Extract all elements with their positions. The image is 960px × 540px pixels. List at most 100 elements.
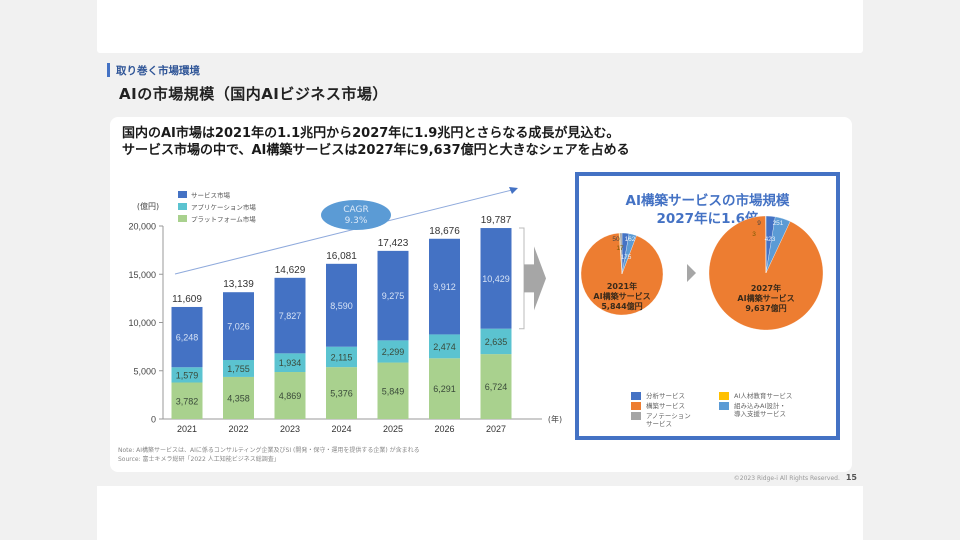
pie-slice-annotation-2021年 bbox=[619, 232, 623, 275]
bar-total-label: 11,609 bbox=[172, 294, 202, 305]
pie-slice-label: 17 bbox=[616, 245, 624, 252]
pie-legend-item-annotation: アノテーション サービス bbox=[631, 412, 691, 428]
cagr-bubble bbox=[321, 200, 391, 230]
y-axis-unit-label: (億円) bbox=[137, 201, 159, 211]
pie-legend-item-embedded: 組み込みAI設計・ 導入支援サービス bbox=[719, 402, 786, 418]
legend-swatch bbox=[719, 392, 729, 400]
bar-segment-service-2026 bbox=[429, 238, 460, 335]
bar-value-label-application: 2,635 bbox=[485, 337, 508, 347]
y-tick-label: 15,000 bbox=[128, 270, 156, 280]
bar-segment-service-2021 bbox=[171, 306, 203, 368]
legend-label: AI人材教育サービス bbox=[734, 392, 793, 400]
next-slide-panel bbox=[97, 486, 863, 540]
legend-swatch bbox=[719, 402, 729, 410]
note-text: Note: AI構築サービスは、AIに係るコンサルティング企業及びSI (開発・… bbox=[118, 447, 420, 454]
cagr-value: 9.3% bbox=[345, 216, 368, 226]
legend-swatch bbox=[631, 402, 641, 410]
section-label: 取り巻く市場環境 bbox=[116, 64, 200, 77]
legend-label-platform: プラットフォーム市場 bbox=[191, 215, 256, 224]
bar-segment-application-2022 bbox=[223, 360, 254, 377]
pie-slice-build-2021年 bbox=[580, 232, 664, 316]
bar-value-label-application: 2,474 bbox=[433, 342, 456, 352]
x-tick-label: 2025 bbox=[383, 424, 403, 434]
bar-value-label-application: 1,755 bbox=[227, 364, 250, 374]
bar-segment-application-2025 bbox=[377, 340, 409, 363]
bar-value-label-service: 7,026 bbox=[227, 322, 250, 332]
legend-label-service: サービス市場 bbox=[191, 191, 231, 200]
bar-value-label-platform: 6,291 bbox=[433, 384, 456, 394]
bar-segment-application-2023 bbox=[274, 353, 306, 373]
pie-slice-label: 162 bbox=[625, 236, 636, 243]
bar-segment-platform-2027 bbox=[480, 354, 512, 419]
x-axis-unit-label: (年) bbox=[548, 414, 562, 424]
legend-swatch bbox=[631, 412, 641, 420]
legend-swatch-application bbox=[178, 203, 187, 210]
panel-title-line-2: 2027年に1.6倍 bbox=[656, 211, 759, 227]
bar-value-label-service: 10,429 bbox=[482, 274, 510, 284]
pie-legend-item-education: AI人材教育サービス bbox=[719, 392, 792, 400]
x-tick-label: 2024 bbox=[331, 424, 351, 434]
pie-name-label: AI構築サービス bbox=[593, 291, 650, 301]
bar-segment-platform-2021 bbox=[171, 382, 203, 419]
y-tick-label: 20,000 bbox=[128, 222, 156, 232]
y-tick-label: 10,000 bbox=[128, 318, 156, 328]
arrow-head-icon bbox=[509, 187, 518, 194]
bar-value-label-service: 9,275 bbox=[382, 291, 405, 301]
bar-segment-platform-2025 bbox=[377, 362, 409, 419]
bar-segment-platform-2026 bbox=[429, 358, 460, 419]
pie-legend-item-build: 構築サービス bbox=[631, 402, 685, 410]
section-marker bbox=[107, 63, 110, 77]
legend-label-application: アプリケーション市場 bbox=[191, 203, 256, 212]
page-title: AIの市場規模（国内AIビジネス市場） bbox=[119, 85, 388, 103]
arrow-right-icon bbox=[524, 246, 546, 311]
headline-line-1: 国内のAI市場は2021年の1.1兆円から2027年に1.9兆円とさらなる成長が… bbox=[122, 126, 620, 141]
bar-value-label-platform: 4,358 bbox=[227, 393, 250, 403]
bar-value-label-service: 8,590 bbox=[330, 301, 353, 311]
bar-value-label-service: 7,827 bbox=[279, 311, 302, 321]
headline: 国内のAI市場は2021年の1.1兆円から2027年に1.9兆円とさらなる成長が… bbox=[122, 125, 630, 159]
pie-legend-item-analysis: 分析サービス bbox=[631, 392, 685, 400]
bar-value-label-service: 9,912 bbox=[433, 282, 456, 292]
headline-line-2: サービス市場の中で、AI構築サービスは2027年に9,637億円と大きなシェアを… bbox=[122, 143, 630, 158]
stacked-bar-chart: 0 5,000 10,000 15,000 20,000 (億円) (年) サービス市場アプリ… bbox=[128, 187, 562, 434]
cagr-label: CAGR bbox=[343, 205, 369, 215]
bar-segment-service-2023 bbox=[274, 277, 306, 354]
bar-segment-application-2021 bbox=[171, 367, 203, 383]
pie-slice-label: 50 bbox=[612, 236, 620, 243]
content-card: 国内のAI市場は2021年の1.1兆円から2027年に1.9兆円とさらなる成長が… bbox=[110, 117, 852, 472]
bar-total-label: 19,787 bbox=[481, 215, 512, 226]
y-tick-label: 0 bbox=[151, 415, 156, 425]
note-block: Note: AI構築サービスは、AIに係るコンサルティング企業及びSI (開発・… bbox=[118, 447, 420, 464]
pie-total-label: 9,637億円 bbox=[745, 303, 786, 313]
legend-label: アノテーション サービス bbox=[646, 412, 691, 428]
x-tick-label: 2023 bbox=[280, 424, 300, 434]
x-tick-label: 2021 bbox=[177, 424, 197, 434]
panel-title: AI構築サービスの市場規模 2027年に1.6倍 bbox=[579, 192, 836, 228]
section-tag: 取り巻く市場環境 bbox=[107, 63, 200, 77]
footer: ©2023 Ridge-i All Rights Reserved. 15 bbox=[697, 473, 857, 482]
bar-value-label-service: 6,248 bbox=[176, 333, 199, 343]
pie-slice-label: 3 bbox=[752, 231, 756, 238]
legend-swatch bbox=[631, 392, 641, 400]
bar-value-label-platform: 3,782 bbox=[176, 396, 199, 406]
legend-label: 構築サービス bbox=[646, 402, 685, 410]
legend-label: 組み込みAI設計・ 導入支援サービス bbox=[734, 402, 786, 418]
pie-year-label: 2021年 bbox=[607, 281, 637, 291]
copyright: ©2023 Ridge-i All Rights Reserved. bbox=[733, 475, 840, 482]
y-tick-label: 5,000 bbox=[133, 366, 156, 376]
bar-value-label-platform: 6,724 bbox=[485, 382, 508, 392]
bar-segment-service-2027 bbox=[480, 228, 512, 329]
bar-total-label: 18,676 bbox=[429, 226, 460, 237]
legend-label: 分析サービス bbox=[646, 392, 685, 400]
pie-growth-arrow-icon bbox=[687, 264, 696, 282]
bar-segment-application-2024 bbox=[326, 346, 357, 368]
bar-segment-application-2026 bbox=[429, 334, 460, 359]
x-tick-label: 2026 bbox=[434, 424, 454, 434]
pie-slice-label: 175 bbox=[621, 254, 632, 261]
panel-title-line-1: AI構築サービスの市場規模 bbox=[625, 193, 790, 209]
pie-name-label: AI構築サービス bbox=[737, 293, 794, 303]
legend-swatch-platform bbox=[178, 215, 187, 222]
bar-segment-platform-2023 bbox=[274, 372, 306, 419]
bar-value-label-platform: 5,849 bbox=[382, 386, 405, 396]
pie-comparison-chart: 16217517502021年AI構築サービス5,844億円2514233920… bbox=[580, 215, 824, 331]
